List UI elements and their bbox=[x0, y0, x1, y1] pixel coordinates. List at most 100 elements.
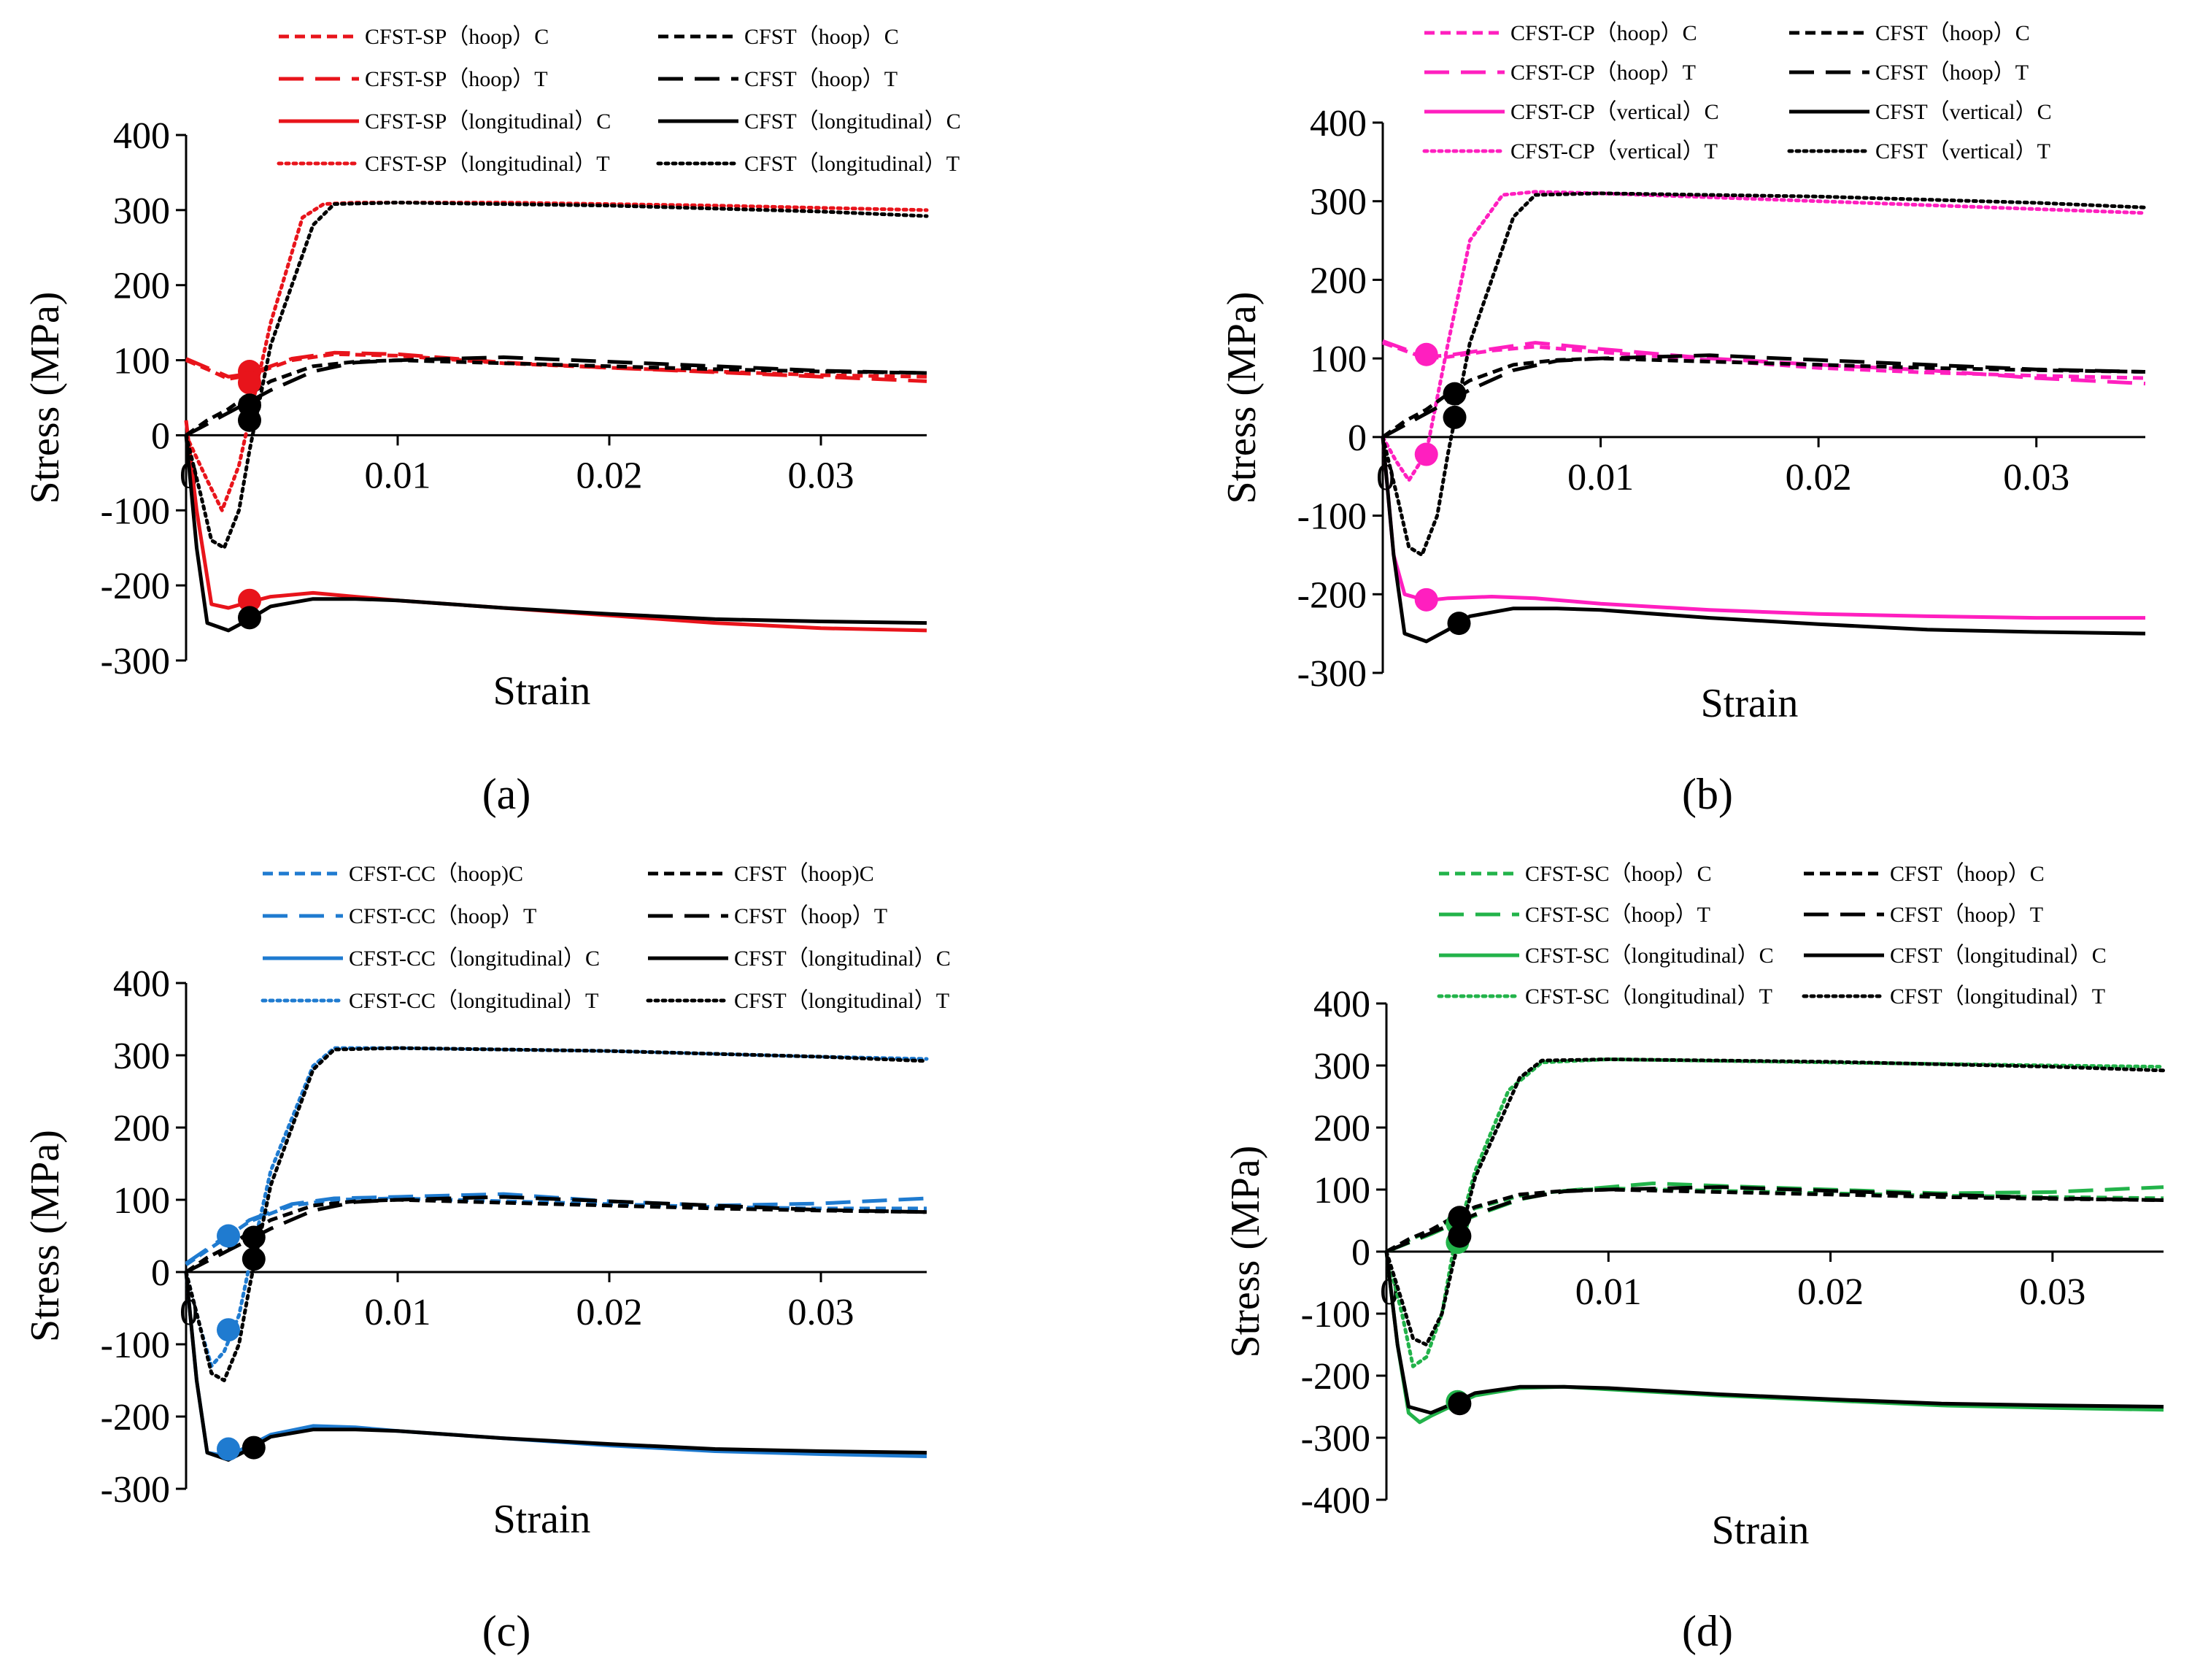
point-marker bbox=[217, 1437, 240, 1461]
y-tick-label: 0 bbox=[151, 415, 170, 457]
legend-label: CFST（hoop）T bbox=[734, 904, 887, 928]
legend-label: CFST-CC（longitudinal）C bbox=[349, 947, 600, 971]
y-tick-label: -300 bbox=[1301, 1418, 1370, 1460]
point-marker bbox=[1443, 405, 1467, 429]
series-line bbox=[184, 1271, 927, 1462]
point-marker bbox=[242, 1225, 266, 1249]
series-line bbox=[184, 420, 927, 633]
legend-label: CFST-CC（hoop）T bbox=[349, 904, 536, 928]
legend-label: CFST-SC（longitudinal）T bbox=[1525, 985, 1772, 1009]
point-marker bbox=[217, 1318, 240, 1342]
y-tick-label: 100 bbox=[113, 1180, 170, 1222]
panel-label-d: (d) bbox=[1682, 1607, 1733, 1655]
series-line bbox=[1381, 190, 2147, 482]
point-marker bbox=[1414, 442, 1438, 466]
series-line bbox=[185, 358, 927, 437]
x-axis-label: Strain bbox=[493, 1497, 591, 1542]
series-line bbox=[1381, 436, 2145, 620]
series-line bbox=[1384, 1057, 2166, 1346]
series-line bbox=[184, 435, 927, 633]
y-tick-label: -200 bbox=[1301, 1356, 1370, 1398]
point-marker bbox=[238, 588, 261, 612]
legend-label: CFST-CP（vertical）T bbox=[1510, 139, 1718, 163]
legend-label: CFST-CP（hoop）C bbox=[1510, 21, 1697, 45]
panel-label-b: (b) bbox=[1682, 770, 1733, 818]
series-line bbox=[185, 1195, 927, 1274]
y-tick-label: -200 bbox=[1297, 574, 1367, 616]
y-axis-label: Stress (MPa) bbox=[23, 292, 68, 504]
y-tick-label: 400 bbox=[1313, 984, 1370, 1025]
y-tick-label: 400 bbox=[113, 963, 170, 1005]
point-marker bbox=[238, 408, 261, 432]
y-tick-label: 100 bbox=[1310, 339, 1367, 380]
legend-label: CFST-CC（longitudinal）T bbox=[349, 989, 598, 1013]
series-line bbox=[1381, 191, 2147, 557]
series-line bbox=[1381, 353, 2146, 439]
point-marker bbox=[238, 371, 261, 395]
x-tick-label: 0.03 bbox=[788, 1292, 854, 1333]
legend-label: CFST（hoop）C bbox=[1890, 862, 2045, 886]
legend-label: CFST（hoop）T bbox=[744, 67, 898, 91]
legend-label: CFST（hoop）C bbox=[1875, 21, 2030, 45]
x-axis-label: Strain bbox=[1701, 681, 1799, 726]
y-tick-label: 100 bbox=[1313, 1170, 1370, 1211]
panel-label-c: (c) bbox=[482, 1607, 531, 1655]
y-tick-label: 300 bbox=[113, 190, 170, 232]
panel-label-a: (a) bbox=[482, 770, 531, 818]
x-tick-label: 0.02 bbox=[576, 1292, 643, 1333]
y-tick-label: -100 bbox=[101, 490, 170, 532]
y-tick-label: 400 bbox=[113, 115, 170, 157]
y-tick-label: 100 bbox=[113, 341, 170, 382]
y-tick-label: 200 bbox=[1310, 260, 1367, 301]
series-line bbox=[184, 201, 929, 512]
x-tick-label: 0.03 bbox=[2003, 457, 2069, 498]
legend-label: CFST-CC（hoop)C bbox=[349, 862, 523, 886]
x-axis-label: Strain bbox=[1712, 1508, 1810, 1553]
y-tick-label: 0 bbox=[151, 1252, 170, 1294]
series-line bbox=[1381, 436, 2146, 644]
y-tick-label: -200 bbox=[101, 566, 170, 607]
legend-label: CFST-CP（vertical）C bbox=[1510, 100, 1719, 124]
y-tick-label: 0 bbox=[1351, 1232, 1370, 1274]
y-axis-label: Stress (MPa) bbox=[1219, 292, 1265, 504]
legend-label: CFST（hoop)C bbox=[734, 862, 874, 886]
y-tick-label: -100 bbox=[1297, 496, 1367, 538]
x-tick-label: 0.03 bbox=[788, 455, 854, 496]
y-axis-label: Stress (MPa) bbox=[1223, 1146, 1268, 1358]
y-tick-label: -100 bbox=[1301, 1294, 1370, 1336]
point-marker bbox=[1448, 1392, 1472, 1416]
y-tick-label: -100 bbox=[101, 1325, 170, 1366]
legend-label: CFST（hoop）T bbox=[1890, 903, 2043, 927]
y-tick-label: 300 bbox=[1313, 1046, 1370, 1087]
point-marker bbox=[242, 1247, 266, 1271]
legend-label: CFST-SP（hoop）C bbox=[365, 25, 549, 49]
legend-label: CFST（longitudinal）T bbox=[734, 989, 949, 1013]
y-tick-label: 300 bbox=[1310, 182, 1367, 223]
legend-label: CFST（longitudinal）T bbox=[744, 152, 960, 176]
series-line bbox=[1386, 1185, 2164, 1254]
point-marker bbox=[1448, 1206, 1472, 1230]
legend-label: CFST（longitudinal）C bbox=[744, 109, 961, 134]
y-tick-label: -400 bbox=[1301, 1480, 1370, 1522]
y-tick-label: -300 bbox=[101, 1469, 170, 1511]
legend-label: CFST-CP（hoop）T bbox=[1510, 61, 1696, 85]
point-marker bbox=[1447, 612, 1471, 636]
point-marker bbox=[1448, 1224, 1472, 1248]
y-tick-label: 200 bbox=[1313, 1108, 1370, 1149]
y-tick-label: 0 bbox=[1348, 417, 1367, 459]
y-tick-label: -200 bbox=[101, 1397, 170, 1438]
point-marker bbox=[217, 1224, 240, 1248]
legend-label: CFST（vertical）C bbox=[1875, 100, 2052, 124]
x-axis-label: Strain bbox=[493, 668, 591, 714]
series-line bbox=[1384, 1251, 2164, 1415]
series-line bbox=[184, 1046, 929, 1382]
legend-label: CFST（hoop）T bbox=[1875, 61, 2029, 85]
legend-label: CFST（hoop）C bbox=[744, 25, 899, 49]
legend-label: CFST（longitudinal）T bbox=[1890, 985, 2105, 1009]
series-line bbox=[1385, 1187, 2164, 1254]
point-marker bbox=[1414, 587, 1438, 612]
